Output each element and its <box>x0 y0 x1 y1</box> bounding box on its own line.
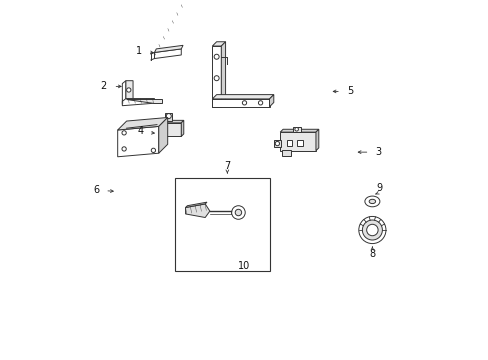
Text: 1: 1 <box>136 46 142 56</box>
Polygon shape <box>269 95 273 107</box>
Text: 10: 10 <box>238 261 250 271</box>
Bar <box>280 132 315 151</box>
Polygon shape <box>125 99 162 103</box>
Circle shape <box>275 141 279 146</box>
Circle shape <box>214 76 219 81</box>
Text: 7: 7 <box>224 161 230 171</box>
Polygon shape <box>125 81 133 102</box>
Polygon shape <box>315 129 318 151</box>
Circle shape <box>122 147 126 151</box>
Text: 5: 5 <box>346 86 352 96</box>
Polygon shape <box>159 117 167 153</box>
Polygon shape <box>118 126 159 157</box>
Bar <box>292 127 300 132</box>
Circle shape <box>231 206 244 219</box>
Text: 3: 3 <box>375 147 381 157</box>
Text: 9: 9 <box>376 183 382 193</box>
Circle shape <box>366 224 377 236</box>
Circle shape <box>214 54 219 59</box>
Bar <box>212 99 269 107</box>
Ellipse shape <box>368 199 375 203</box>
Polygon shape <box>185 202 206 207</box>
Bar <box>273 140 281 147</box>
Bar <box>162 123 181 136</box>
Circle shape <box>122 131 126 135</box>
Polygon shape <box>185 204 209 217</box>
Polygon shape <box>212 95 273 99</box>
Polygon shape <box>221 42 225 107</box>
Polygon shape <box>154 49 181 59</box>
Bar <box>282 150 290 156</box>
Text: 6: 6 <box>93 185 99 195</box>
Polygon shape <box>122 81 125 104</box>
Text: 4: 4 <box>137 126 143 136</box>
Bar <box>297 140 303 146</box>
Bar <box>165 113 172 121</box>
Circle shape <box>166 113 171 118</box>
Bar <box>286 140 292 146</box>
Circle shape <box>258 101 262 105</box>
Text: 8: 8 <box>368 249 375 259</box>
Polygon shape <box>122 99 154 106</box>
Polygon shape <box>118 117 167 130</box>
Bar <box>175 178 269 271</box>
Polygon shape <box>280 129 318 132</box>
Circle shape <box>235 209 241 216</box>
Circle shape <box>358 216 385 244</box>
Text: 2: 2 <box>100 81 106 91</box>
Polygon shape <box>162 120 183 123</box>
Polygon shape <box>181 120 183 136</box>
Circle shape <box>294 127 298 131</box>
Ellipse shape <box>364 196 379 207</box>
Polygon shape <box>154 45 183 53</box>
Polygon shape <box>212 42 225 46</box>
Circle shape <box>242 101 246 105</box>
Bar <box>212 46 221 107</box>
Circle shape <box>362 220 382 240</box>
Circle shape <box>126 88 131 92</box>
Circle shape <box>151 148 155 153</box>
